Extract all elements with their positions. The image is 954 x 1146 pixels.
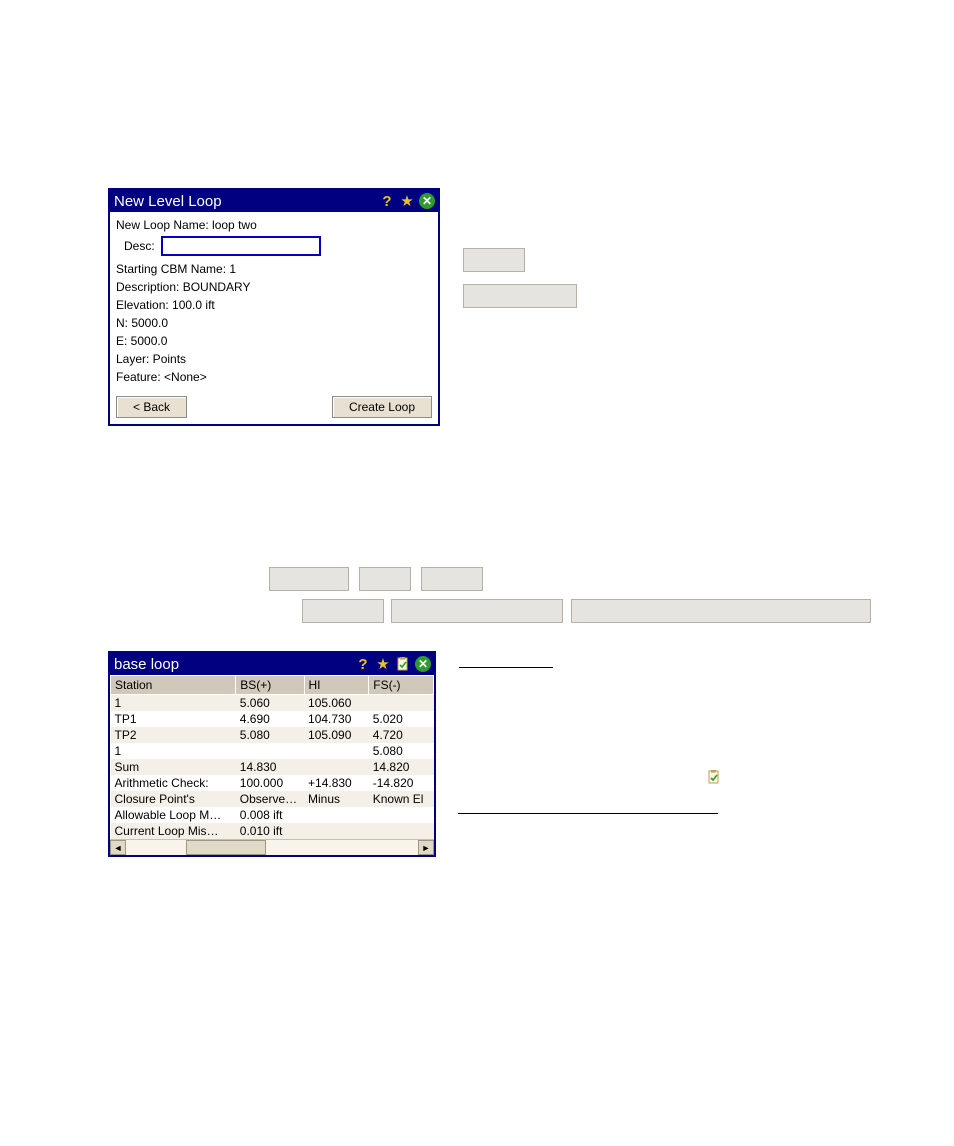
desc-row: Desc: [124, 236, 432, 256]
description-line: Description: BOUNDARY [116, 278, 432, 296]
table-row[interactable]: TP25.080105.0904.720 [111, 727, 434, 743]
table-cell: 5.080 [236, 727, 304, 743]
table-cell: 0.010 ift [236, 823, 304, 839]
level-loop-table: StationBS(+)HIFS(-) 15.060105.060TP14.69… [110, 675, 434, 839]
table-cell [369, 695, 434, 712]
table-row[interactable]: Allowable Loop M…0.008 ift [111, 807, 434, 823]
table-cell [304, 823, 369, 839]
table-row[interactable]: Arithmetic Check:100.000+14.830-14.820 [111, 775, 434, 791]
table-cell: 5.060 [236, 695, 304, 712]
scroll-thumb[interactable] [186, 840, 266, 855]
table-cell: 5.080 [369, 743, 434, 759]
table-cell: Arithmetic Check: [111, 775, 236, 791]
help-icon[interactable]: ? [378, 192, 396, 210]
table-cell: Sum [111, 759, 236, 775]
cbm-line: Starting CBM Name: 1 [116, 260, 432, 278]
dialog-title: base loop [114, 656, 352, 673]
base-loop-dialog: base loop ? ★ ✕ StationBS(+)HIFS(-) 15.0… [108, 651, 436, 857]
column-header[interactable]: HI [304, 676, 369, 695]
column-header[interactable]: BS(+) [236, 676, 304, 695]
dialog-footer: < Back Create Loop [110, 390, 438, 424]
back-button[interactable]: < Back [116, 396, 187, 418]
table-cell: 105.090 [304, 727, 369, 743]
new-level-loop-dialog: New Level Loop ? ★ ✕ New Loop Name: loop… [108, 188, 440, 426]
table-cell: 1 [111, 743, 236, 759]
north-line: N: 5000.0 [116, 314, 432, 332]
column-header[interactable]: Station [111, 676, 236, 695]
table-cell [304, 807, 369, 823]
table-cell: 104.730 [304, 711, 369, 727]
feature-line: Feature: <None> [116, 368, 432, 386]
table-row[interactable]: Sum14.830 14.820 [111, 759, 434, 775]
elevation-line: Elevation: 100.0 ift [116, 296, 432, 314]
placeholder-box [571, 599, 871, 623]
favorite-icon[interactable]: ★ [374, 655, 392, 673]
close-icon[interactable]: ✕ [418, 192, 436, 210]
underline-mark [459, 667, 553, 668]
desc-label: Desc: [124, 239, 155, 253]
table-cell [304, 759, 369, 775]
dialog-body: New Loop Name: loop two Desc: Starting C… [110, 212, 438, 390]
placeholder-box [359, 567, 411, 591]
table-cell: 14.830 [236, 759, 304, 775]
help-icon[interactable]: ? [354, 655, 372, 673]
table-cell: 14.820 [369, 759, 434, 775]
table-row[interactable]: 15.060105.060 [111, 695, 434, 712]
placeholder-box [302, 599, 384, 623]
placeholder-box [421, 567, 483, 591]
table-row[interactable]: 1 5.080 [111, 743, 434, 759]
table-cell: 100.000 [236, 775, 304, 791]
clipboard-check-icon[interactable] [394, 655, 412, 673]
table-cell: Observe… [236, 791, 304, 807]
close-icon[interactable]: ✕ [414, 655, 432, 673]
table-cell: 1 [111, 695, 236, 712]
clipboard-check-icon [707, 770, 721, 784]
horizontal-scrollbar[interactable]: ◄ ► [110, 839, 434, 855]
table-cell: 105.060 [304, 695, 369, 712]
loop-name-line: New Loop Name: loop two [116, 216, 432, 234]
scroll-track[interactable] [126, 840, 418, 855]
table-cell: Allowable Loop M… [111, 807, 236, 823]
table-cell [236, 743, 304, 759]
table-cell: -14.820 [369, 775, 434, 791]
layer-line: Layer: Points [116, 350, 432, 368]
table-cell: 4.690 [236, 711, 304, 727]
table-cell: Closure Point's [111, 791, 236, 807]
placeholder-box [463, 248, 525, 272]
table-cell: Known El [369, 791, 434, 807]
placeholder-box [269, 567, 349, 591]
placeholder-box [463, 284, 577, 308]
table-cell: 5.020 [369, 711, 434, 727]
table-cell [369, 823, 434, 839]
dialog-titlebar: base loop ? ★ ✕ [110, 653, 434, 675]
table-cell: Current Loop Mis… [111, 823, 236, 839]
dialog-title: New Level Loop [114, 193, 376, 210]
table-cell: Minus [304, 791, 369, 807]
scroll-left-icon[interactable]: ◄ [110, 840, 126, 855]
column-header[interactable]: FS(-) [369, 676, 434, 695]
dialog-titlebar: New Level Loop ? ★ ✕ [110, 190, 438, 212]
table-cell: 0.008 ift [236, 807, 304, 823]
table-cell [369, 807, 434, 823]
placeholder-box [391, 599, 563, 623]
table-cell: TP2 [111, 727, 236, 743]
table-cell: TP1 [111, 711, 236, 727]
table-row[interactable]: TP14.690104.7305.020 [111, 711, 434, 727]
east-line: E: 5000.0 [116, 332, 432, 350]
table-cell: +14.830 [304, 775, 369, 791]
table-row[interactable]: Current Loop Mis…0.010 ift [111, 823, 434, 839]
table-cell [304, 743, 369, 759]
table-row[interactable]: Closure Point'sObserve…MinusKnown El [111, 791, 434, 807]
underline-mark [458, 813, 718, 814]
favorite-icon[interactable]: ★ [398, 192, 416, 210]
table-cell: 4.720 [369, 727, 434, 743]
desc-input[interactable] [161, 236, 321, 256]
create-loop-button[interactable]: Create Loop [332, 396, 432, 418]
scroll-right-icon[interactable]: ► [418, 840, 434, 855]
